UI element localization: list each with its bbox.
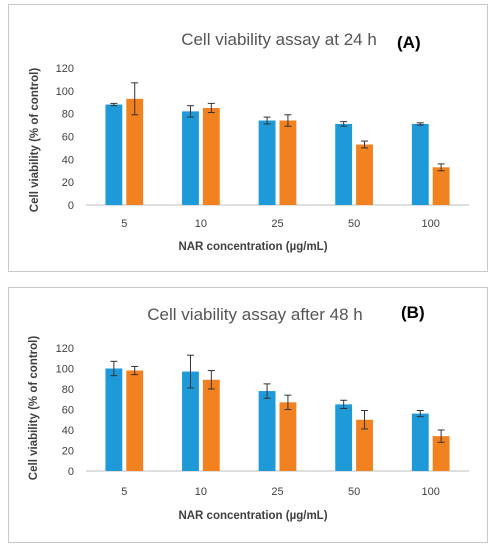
- chart-a-y-axis-label: Cell viability (% of control): [29, 68, 41, 213]
- chart-a-bar-series2: [432, 167, 450, 205]
- chart-b-y-tick-label: 60: [62, 405, 74, 417]
- chart-a-bar-series2: [126, 98, 144, 205]
- chart-b-plot-area: 0 20 40 60 80 100 120 5 10 25 50 100: [56, 343, 469, 498]
- chart-a-error-bar-series2: [437, 163, 445, 172]
- chart-b-error-bar-series2: [437, 429, 445, 443]
- chart-b-bar-series2: [126, 370, 144, 471]
- chart-a-error-bar-series2: [361, 140, 369, 149]
- chart-a-bar-series2: [356, 144, 373, 205]
- chart-a-error-bar-series1: [186, 105, 194, 118]
- chart-a-x-axis-label: NAR concentration (µg/mL): [178, 241, 327, 253]
- chart-b-error-bar-series1: [186, 354, 194, 389]
- chart-b-y-tick-label: 40: [62, 425, 74, 437]
- chart-panel-b: Cell viability assay after 48 h (B) NAR …: [8, 287, 488, 543]
- chart-b-x-axis-label: NAR concentration (µg/mL): [178, 510, 327, 522]
- chart-b-x-tick-label: 5: [121, 486, 127, 498]
- chart-panel-a: Cell viability assay at 24 h (A) NAR con…: [8, 4, 488, 272]
- chart-b-bar-series1: [411, 413, 429, 471]
- chart-b-bar-series1: [258, 391, 276, 471]
- chart-a-error-bar-series2: [207, 102, 215, 114]
- chart-b-error-bar-series1: [340, 399, 348, 409]
- chart-a-plot-area: 0 20 40 60 80 100 120 5 10 25 50 100: [56, 63, 469, 230]
- chart-a-panel-tag: (A): [397, 33, 421, 52]
- chart-b-y-axis-label: Cell viability (% of control): [28, 336, 40, 481]
- chart-a-x-tick-label: 10: [195, 218, 207, 230]
- chart-a-error-bar-series1: [263, 116, 271, 125]
- chart-a-bar-series2: [202, 107, 220, 205]
- chart-a-error-bar-series1: [416, 122, 424, 126]
- chart-a-y-tick-label: 0: [68, 200, 74, 212]
- chart-b-error-bar-series2: [131, 365, 139, 376]
- chart-b-error-bar-series2: [207, 370, 215, 390]
- chart-b-error-bar-series2: [361, 410, 369, 430]
- chart-b-error-bar-series2: [284, 394, 292, 410]
- chart-b-error-bar-series1: [110, 360, 118, 377]
- chart-a-bar-series1: [105, 104, 123, 205]
- chart-b-x-tick-label: 100: [422, 486, 440, 498]
- chart-a-y-tick-label: 80: [62, 109, 74, 121]
- chart-a-error-bar-series1: [340, 121, 348, 127]
- chart-a-y-tick-label: 40: [62, 154, 74, 166]
- chart-b-svg: Cell viability assay after 48 h (B) NAR …: [28, 303, 469, 522]
- chart-a-error-bar-series1: [110, 102, 118, 107]
- chart-a-bar-series1: [182, 111, 199, 205]
- chart-b-error-bar-series1: [263, 383, 271, 399]
- chart-b-y-tick-label: 20: [62, 446, 74, 458]
- chart-b-bar-series1: [182, 371, 199, 471]
- chart-b-y-tick-label: 0: [68, 466, 74, 478]
- chart-b-error-bar-series1: [416, 410, 424, 418]
- chart-b-x-tick-label: 10: [195, 486, 207, 498]
- chart-a-svg: Cell viability assay at 24 h (A) NAR con…: [29, 30, 469, 253]
- chart-a-bar-series1: [335, 123, 353, 205]
- chart-b-y-tick-label: 100: [56, 364, 74, 376]
- chart-b-title: Cell viability assay after 48 h: [147, 305, 362, 324]
- chart-a-x-tick-label: 100: [422, 218, 440, 230]
- chart-a-bar-series1: [411, 123, 429, 205]
- chart-a-title: Cell viability assay at 24 h: [181, 30, 377, 49]
- chart-a-error-bar-series2: [284, 114, 292, 127]
- chart-a-bar-series2: [279, 120, 297, 205]
- chart-a-x-tick-label: 50: [348, 218, 360, 230]
- chart-b-x-tick-label: 25: [271, 486, 283, 498]
- chart-b-y-tick-label: 80: [62, 384, 74, 396]
- chart-b-bar-series2: [356, 419, 373, 471]
- chart-b-bar-series1: [335, 404, 353, 471]
- chart-b-bar-series2: [279, 402, 297, 471]
- chart-b-bar-series1: [105, 368, 123, 471]
- chart-b-y-tick-label: 120: [56, 343, 74, 355]
- chart-a-x-tick-label: 25: [271, 218, 283, 230]
- chart-b-panel-tag: (B): [401, 303, 425, 322]
- chart-a-y-tick-label: 100: [56, 86, 74, 98]
- chart-a-y-tick-label: 20: [62, 177, 74, 189]
- chart-b-x-tick-label: 50: [348, 486, 360, 498]
- chart-b-bar-series2: [202, 379, 220, 471]
- chart-b-bar-series2: [432, 436, 450, 471]
- chart-a-bar-series1: [258, 120, 276, 205]
- chart-a-error-bar-series2: [131, 82, 139, 116]
- chart-a-y-tick-label: 120: [56, 63, 74, 75]
- chart-a-x-tick-label: 5: [121, 218, 127, 230]
- chart-a-y-tick-label: 60: [62, 132, 74, 144]
